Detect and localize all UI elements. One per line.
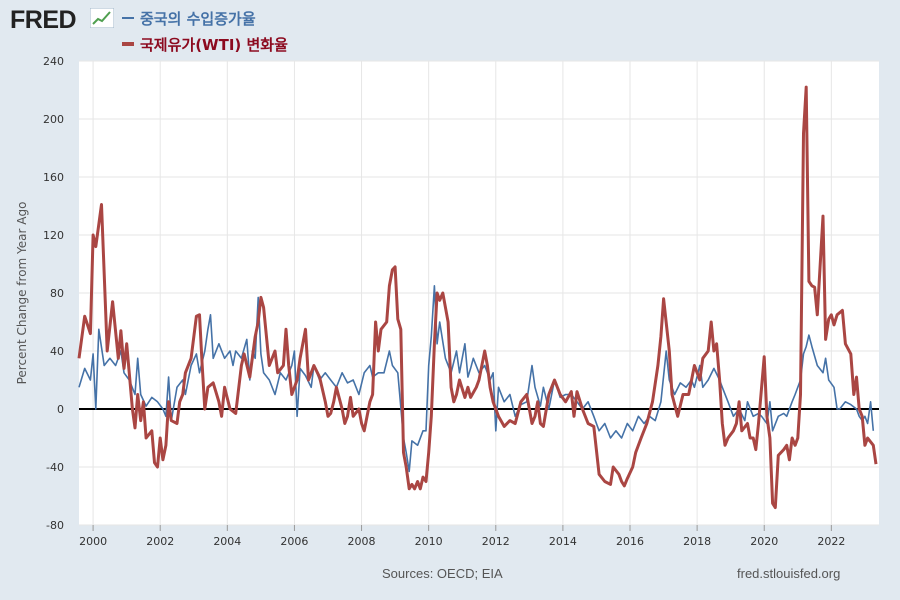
- y-tick-label: 120: [43, 229, 64, 242]
- x-tick-label: 2004: [213, 535, 241, 548]
- y-tick-label: 0: [57, 403, 64, 416]
- y-tick-label: 200: [43, 113, 64, 126]
- legend-item-wti-change[interactable]: 국제유가(WTI) 변화율: [122, 31, 288, 57]
- series-line-wti-change[interactable]: [77, 85, 878, 510]
- y-axis-label: Percent Change from Year Ago: [15, 202, 29, 385]
- y-tick-label: 40: [50, 345, 64, 358]
- x-axis-ticks: 2000 2002 2004 2006 2008 2010 2012 2014 2016 2018…: [79, 525, 845, 548]
- legend-swatch-red-icon: [122, 42, 134, 46]
- fred-logo[interactable]: FRED: [10, 6, 77, 34]
- x-tick-label: 2002: [146, 535, 174, 548]
- y-tick-label: 160: [43, 171, 64, 184]
- x-tick-label: 2016: [616, 535, 644, 548]
- x-tick-label: 2022: [817, 535, 845, 548]
- y-axis-ticks: -80 -40 0 40 80 120 160 200 240: [43, 55, 64, 532]
- y-tick-label: 240: [43, 55, 64, 68]
- x-tick-label: 2006: [280, 535, 308, 548]
- logo-graph-icon: [90, 8, 114, 28]
- sources-text: Sources: OECD; EIA: [382, 566, 503, 581]
- legend-item-china-imports[interactable]: 중국의 수입증가율: [122, 5, 288, 31]
- y-tick-label: -80: [46, 519, 64, 532]
- y-tick-label: -40: [46, 461, 64, 474]
- legend-label-wti-change: 국제유가(WTI) 변화율: [140, 35, 288, 54]
- y-tick-label: 80: [50, 287, 64, 300]
- x-tick-label: 2008: [348, 535, 376, 548]
- x-tick-label: 2018: [683, 535, 711, 548]
- x-tick-label: 2014: [549, 535, 577, 548]
- legend-swatch-blue-icon: [122, 17, 134, 19]
- x-tick-label: 2000: [79, 535, 107, 548]
- gridlines: [79, 60, 879, 526]
- chart-legend: 중국의 수입증가율 국제유가(WTI) 변화율: [122, 5, 288, 57]
- legend-label-china-imports: 중국의 수입증가율: [140, 9, 256, 28]
- fred-url-link[interactable]: fred.stlouisfed.org: [737, 566, 841, 581]
- x-tick-label: 2020: [750, 535, 778, 548]
- x-tick-label: 2012: [482, 535, 510, 548]
- x-tick-label: 2010: [415, 535, 443, 548]
